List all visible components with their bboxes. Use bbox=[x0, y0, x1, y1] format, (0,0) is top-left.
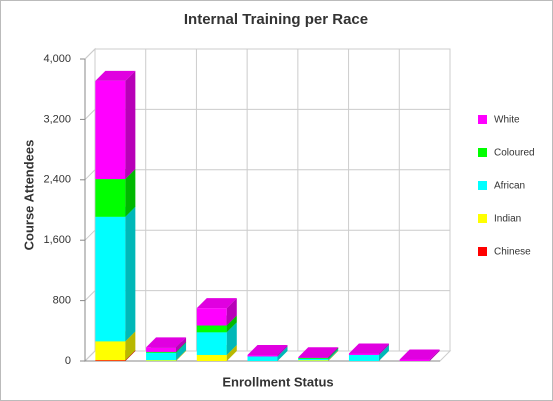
bar-top bbox=[399, 349, 440, 360]
bar-side bbox=[226, 315, 237, 333]
bar-front bbox=[348, 354, 379, 361]
bar-front bbox=[247, 356, 278, 361]
bar-front bbox=[399, 359, 430, 361]
legend-label: Coloured bbox=[494, 148, 535, 159]
y-axis-label: Course Attendees bbox=[21, 140, 36, 251]
grid-line bbox=[84, 48, 450, 60]
grid-line bbox=[84, 169, 450, 181]
legend-swatch bbox=[478, 214, 487, 223]
bar bbox=[146, 337, 187, 352]
bar bbox=[196, 298, 237, 326]
bar-top bbox=[247, 344, 288, 355]
bar-front bbox=[196, 354, 227, 361]
bar-side bbox=[277, 344, 288, 357]
bar-side bbox=[125, 70, 136, 180]
bar-front bbox=[146, 351, 177, 353]
bar-side bbox=[277, 346, 288, 361]
bar bbox=[298, 347, 339, 358]
y-tick-label: 2,400 bbox=[43, 174, 71, 186]
y-tick-label: 1,600 bbox=[43, 234, 71, 246]
bar-top bbox=[196, 298, 237, 309]
bar-front bbox=[146, 347, 177, 352]
bar bbox=[95, 70, 136, 180]
grid-line bbox=[84, 290, 450, 301]
bar-side bbox=[378, 344, 389, 361]
bar-top bbox=[298, 347, 339, 358]
bar-side bbox=[125, 206, 136, 342]
legend-swatch bbox=[478, 115, 487, 124]
legend-label: Indian bbox=[494, 214, 521, 225]
bar-front bbox=[196, 325, 227, 333]
bar-side bbox=[125, 331, 136, 361]
bar-side bbox=[378, 343, 389, 355]
bar-front bbox=[348, 353, 379, 355]
bar-front bbox=[146, 360, 177, 361]
bar-front bbox=[95, 360, 126, 361]
bar-front bbox=[298, 357, 329, 358]
bar-side bbox=[328, 347, 339, 359]
bar-front bbox=[95, 216, 126, 342]
grid-line bbox=[84, 108, 450, 120]
left-wall bbox=[84, 47, 96, 363]
bar-top bbox=[348, 343, 389, 354]
bar-side bbox=[176, 350, 187, 361]
bar-side bbox=[125, 350, 136, 361]
bar-side bbox=[176, 341, 187, 353]
bar-front bbox=[298, 357, 329, 359]
bar-side bbox=[429, 349, 440, 361]
legend-label: African bbox=[494, 181, 525, 192]
bar-side bbox=[226, 344, 237, 361]
bar-side bbox=[125, 169, 136, 217]
y-tick-label: 0 bbox=[65, 355, 71, 367]
y-tick-label: 800 bbox=[53, 295, 71, 307]
bar-side bbox=[176, 337, 187, 352]
bar bbox=[348, 343, 389, 355]
y-tick-label: 4,000 bbox=[43, 53, 71, 65]
bar-front bbox=[196, 308, 227, 326]
bar bbox=[247, 344, 288, 357]
back-wall bbox=[94, 48, 451, 352]
legend-swatch bbox=[478, 181, 487, 190]
bar-side bbox=[328, 347, 339, 358]
bar-front bbox=[95, 80, 126, 180]
bar-front bbox=[95, 179, 126, 217]
chart-title: Internal Training per Race bbox=[184, 11, 368, 28]
legend-swatch bbox=[478, 148, 487, 157]
bar-side bbox=[226, 298, 237, 326]
grid-line bbox=[84, 229, 450, 241]
bar-front bbox=[298, 360, 329, 361]
bar-front bbox=[298, 358, 329, 361]
bar-top bbox=[95, 70, 136, 81]
legend-label: Chinese bbox=[494, 247, 531, 258]
x-axis-label: Enrollment Status bbox=[222, 374, 333, 389]
bar bbox=[95, 206, 136, 342]
bar-front bbox=[196, 332, 227, 355]
legend-label: White bbox=[494, 115, 520, 126]
bar-side bbox=[226, 322, 237, 355]
y-tick-label: 3,200 bbox=[43, 113, 71, 125]
bar-front bbox=[95, 341, 126, 361]
bar bbox=[399, 349, 440, 361]
bar-front bbox=[247, 354, 278, 357]
bar-side bbox=[176, 342, 187, 361]
bar-front bbox=[146, 352, 177, 361]
bar-side bbox=[328, 348, 339, 361]
legend-swatch bbox=[478, 247, 487, 256]
bar-side bbox=[328, 350, 339, 361]
bar-top bbox=[146, 337, 187, 348]
